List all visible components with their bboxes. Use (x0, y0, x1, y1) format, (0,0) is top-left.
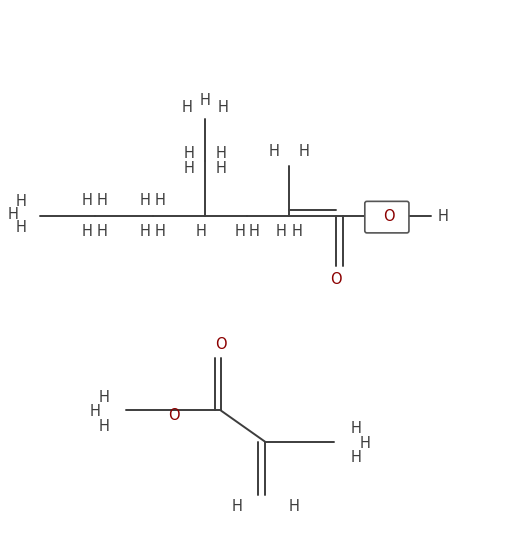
Text: H: H (155, 193, 165, 208)
Text: H: H (140, 225, 151, 239)
Text: H: H (16, 220, 27, 235)
Text: H: H (140, 193, 151, 208)
Text: H: H (350, 450, 361, 465)
Text: H: H (184, 161, 195, 176)
Text: H: H (249, 225, 260, 239)
Text: H: H (350, 421, 361, 436)
Text: H: H (155, 225, 165, 239)
FancyBboxPatch shape (365, 201, 409, 233)
Text: H: H (16, 194, 27, 209)
Text: H: H (289, 499, 300, 514)
Text: H: H (97, 225, 107, 239)
Text: H: H (360, 436, 371, 451)
Text: H: H (89, 404, 100, 419)
Text: H: H (292, 225, 303, 239)
Text: H: H (216, 145, 226, 160)
Text: O: O (215, 337, 227, 352)
Text: H: H (82, 225, 93, 239)
Text: H: H (218, 100, 229, 115)
Text: H: H (184, 145, 195, 160)
Text: H: H (195, 225, 207, 239)
Text: H: H (298, 144, 309, 159)
Text: H: H (8, 207, 19, 222)
Text: O: O (168, 408, 179, 423)
Text: O: O (331, 272, 342, 286)
Text: H: H (181, 100, 192, 115)
Text: H: H (437, 208, 448, 223)
Text: H: H (231, 499, 242, 514)
Text: H: H (269, 144, 280, 159)
Text: H: H (99, 390, 109, 405)
Text: O: O (383, 208, 395, 223)
Text: H: H (99, 419, 109, 434)
Text: H: H (200, 93, 210, 108)
Text: H: H (275, 225, 286, 239)
Text: H: H (216, 161, 226, 176)
Text: H: H (82, 193, 93, 208)
Text: H: H (97, 193, 107, 208)
Text: H: H (234, 225, 245, 239)
